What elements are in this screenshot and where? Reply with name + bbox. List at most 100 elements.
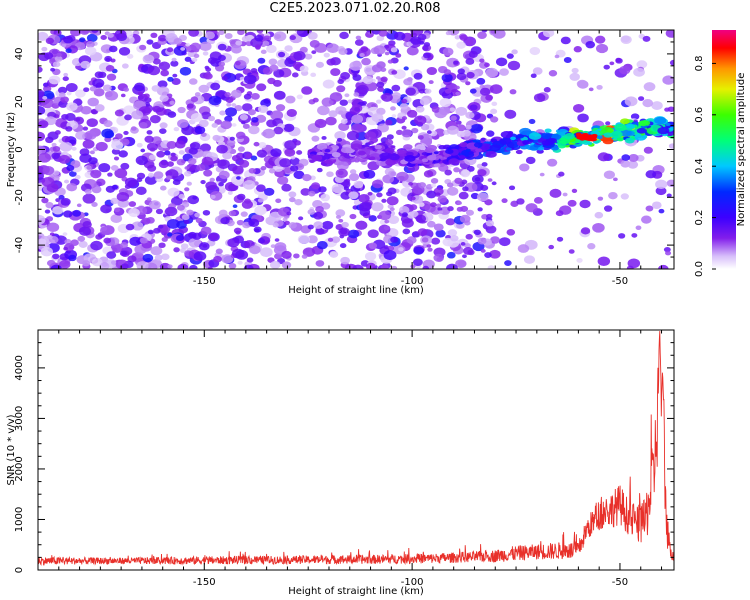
- spectrogram-cell: [627, 160, 639, 169]
- snr-panel: -150 -100 -50 0 1000 2000 3000 4000 Height of st…: [6, 329, 675, 597]
- spectrogram-cell: [190, 42, 201, 51]
- spectrogram-cell: [341, 221, 349, 228]
- signal-cell: [459, 142, 468, 148]
- spectrogram-cell: [262, 35, 272, 42]
- spectrogram-cell: [155, 208, 164, 215]
- spectrogram-cell: [173, 38, 183, 45]
- spectrogram-cell: [38, 214, 46, 225]
- signal-cell: [505, 147, 512, 151]
- spectrogram-cell: [218, 170, 230, 180]
- spectrogram-cell: [361, 100, 367, 105]
- spectrogram-cell: [76, 203, 82, 208]
- spectrogram-cell: [281, 183, 292, 192]
- spectrogram-cell: [290, 165, 299, 172]
- spectrogram-cell: [79, 37, 86, 43]
- spectrogram-cell: [555, 210, 564, 217]
- spectrogram-cell: [147, 229, 154, 235]
- spectrogram-cell: [338, 218, 344, 223]
- spectrogram-cell: [597, 256, 611, 267]
- spectrogram-cell: [662, 75, 674, 85]
- spectrogram-cell: [56, 52, 62, 58]
- spectrogram-cell: [275, 198, 282, 204]
- spectrogram-cell: [638, 96, 645, 101]
- spectrogram-cell: [44, 209, 51, 214]
- spectrogram-cell: [658, 208, 665, 214]
- spectrogram-cell: [268, 58, 278, 66]
- spectrogram-cell: [421, 237, 429, 243]
- spectrogram-cell: [317, 105, 330, 116]
- spectrogram-cell: [226, 139, 236, 146]
- spectrogram-cell: [316, 241, 328, 250]
- spectrogram-cell: [232, 165, 244, 175]
- spectrogram-cell: [453, 167, 460, 173]
- spectrogram-cell: [401, 129, 412, 138]
- spectrogram-cell: [269, 211, 282, 222]
- spectrogram-cell: [166, 141, 177, 149]
- signal-cell: [367, 141, 374, 145]
- spectrogram-cell: [353, 180, 364, 189]
- signal-cell: [424, 147, 434, 154]
- signal-cell: [564, 133, 575, 140]
- spectrogram-cell: [349, 213, 357, 220]
- spectrogram-cell: [418, 202, 425, 207]
- spectrogram-cell: [465, 124, 472, 130]
- spectrogram-cell: [335, 215, 341, 219]
- spectrogram-cell: [281, 250, 292, 259]
- spectrogram-cell: [283, 52, 290, 58]
- spectrogram-cell: [147, 172, 155, 178]
- spectrogram-cell: [193, 251, 207, 261]
- spectrogram-cell: [628, 153, 639, 162]
- spectrogram-cell: [188, 30, 200, 37]
- spectrogram-cell: [573, 46, 582, 53]
- spectrogram-cell: [270, 110, 284, 121]
- spectrogram-cell: [158, 61, 171, 71]
- spectrogram-cells: [38, 30, 674, 269]
- spectrogram-cell: [144, 135, 154, 143]
- spectrogram-cell: [170, 155, 178, 162]
- spectrogram-cell: [447, 206, 454, 212]
- spectrogram-cell: [450, 235, 459, 242]
- signal-cell: [548, 138, 557, 144]
- spectrogram-cell: [523, 255, 535, 264]
- spectrogram-cell: [312, 97, 319, 103]
- spectrogram-cell: [426, 244, 432, 248]
- spectrogram-cell: [41, 176, 55, 187]
- spectrogram-cell: [377, 87, 385, 93]
- spectrogram-cell: [63, 72, 69, 77]
- spectrogram-cell: [272, 222, 279, 228]
- spectrogram-cell: [361, 57, 371, 66]
- spectrogram-cell: [128, 208, 140, 218]
- spectrogram-cell: [266, 44, 277, 54]
- spectrogram-cell: [530, 73, 537, 79]
- spectrogram-cell: [91, 30, 99, 34]
- spectrogram-cell: [139, 237, 148, 244]
- spectrogram-cell: [284, 167, 292, 174]
- spectrogram-cell: [595, 43, 609, 54]
- signal-cell: [489, 144, 501, 152]
- spectrogram-cell: [618, 233, 626, 239]
- spectrogram-cell: [212, 134, 221, 142]
- spectrogram-cell: [378, 210, 391, 221]
- spectrogram-cell: [528, 118, 536, 125]
- spectrogram-cell: [336, 85, 346, 93]
- spectrogram-cell: [501, 198, 508, 204]
- spectrogram-cell: [46, 222, 60, 233]
- spectrogram-cell: [463, 130, 471, 137]
- spectrogram-cell: [52, 61, 61, 68]
- spectrogram-cell: [340, 118, 348, 125]
- snr-y-axis-label: SNR (10 * v/v): [6, 414, 17, 485]
- spectrogram-cell: [585, 40, 596, 49]
- spectrogram-cell: [180, 47, 186, 51]
- spectrogram-cell: [221, 254, 234, 264]
- spectrogram-cell: [72, 209, 82, 217]
- spectrogram-cell: [479, 58, 485, 63]
- spectrogram-cell: [298, 216, 304, 221]
- spectrogram-cell: [174, 140, 186, 149]
- spectrogram-cell: [315, 260, 325, 267]
- spectrogram-cell: [506, 229, 516, 236]
- signal-cell: [406, 151, 414, 157]
- spectrogram-cell: [178, 193, 185, 199]
- spectrogram-cell: [146, 142, 159, 152]
- spectrogram-cell: [352, 264, 364, 269]
- spectrogram-cell: [548, 244, 555, 250]
